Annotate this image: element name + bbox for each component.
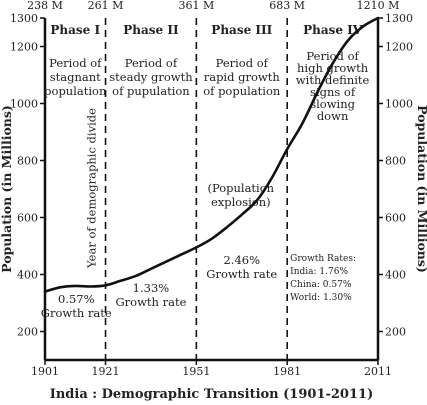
demographic-divide-label: Year of demographic divide — [85, 108, 99, 269]
phase-title: Phase I — [50, 23, 100, 37]
growth-rate-label: Growth rate — [115, 295, 186, 309]
top-value-label: 261 M — [88, 0, 124, 12]
y-tick-label-right: 600 — [385, 212, 406, 225]
y-tick-label: 400 — [17, 269, 38, 282]
population-explosion-label: explosion) — [211, 195, 271, 209]
x-tick-label: 1921 — [92, 365, 120, 378]
y-tick-label-right: 1300 — [385, 12, 413, 25]
growth-rates-line: India: 1.76% — [290, 267, 348, 277]
y-axis-title-left: Population (in Millions) — [0, 105, 14, 273]
phase-description-line: down — [317, 109, 349, 123]
phase-title: Phase IV — [303, 23, 363, 37]
y-tick-label: 600 — [17, 212, 38, 225]
x-tick-label: 1951 — [182, 365, 210, 378]
growth-rate-label: Growth rate — [206, 267, 277, 281]
phase-description-line: population — [44, 84, 107, 98]
y-axis-title-right: Population (in Millions) — [415, 105, 427, 273]
population-line — [43, 16, 380, 293]
y-tick-label-right: 200 — [385, 326, 406, 339]
phase-description-line: rapid growth — [204, 70, 281, 84]
top-value-label: 361 M — [178, 0, 214, 12]
growth-rates-line: Growth Rates: — [290, 254, 356, 264]
phase-dividers — [104, 18, 288, 360]
x-tick-label: 2011 — [364, 365, 392, 378]
phase-description-line: steady growth — [109, 70, 193, 84]
y-tick-label: 800 — [17, 155, 38, 168]
phase-description-line: Period of — [306, 49, 359, 63]
y-tick-label-right: 400 — [385, 269, 406, 282]
population-explosion-label: (Population — [207, 181, 274, 195]
phase-title: Phase II — [123, 23, 179, 37]
top-value-label: 683 M — [269, 0, 305, 12]
growth-rate-value: 0.57% — [58, 292, 95, 306]
population-series — [43, 16, 380, 293]
growth-rates-line: World: 1.30% — [290, 293, 352, 303]
phase-description-line: signs of — [310, 85, 356, 99]
y-tick-label: 1300 — [10, 12, 38, 25]
phase-description-line: of population — [203, 84, 281, 98]
y-tick-label: 1000 — [10, 98, 38, 111]
y-tick-label-right: 1200 — [385, 41, 413, 54]
top-value-label: 1210 M — [357, 0, 400, 12]
y-tick-label: 1200 — [10, 41, 38, 54]
phase-description-line: slowing — [310, 97, 355, 111]
growth-rate-value: 2.46% — [223, 253, 260, 267]
x-tick-label: 1901 — [31, 365, 59, 378]
y-tick-label-right: 800 — [385, 155, 406, 168]
phase-description-line: of pupulation — [112, 84, 190, 98]
phase-description-line: Period of — [49, 56, 102, 70]
phase-description-line: Period of — [216, 56, 269, 70]
phase-description-line: stagnant — [50, 70, 101, 84]
chart-title: India : Demographic Transition (1901-201… — [50, 387, 373, 402]
growth-rate-value: 1.33% — [133, 281, 170, 295]
phase-title: Phase III — [211, 23, 272, 37]
x-tick-label: 1981 — [273, 365, 301, 378]
y-tick-label-right: 1000 — [385, 98, 413, 111]
phase-description-line: high growth — [297, 61, 369, 75]
top-value-label: 238 M — [27, 0, 63, 12]
y-tick-label: 200 — [17, 326, 38, 339]
axes — [40, 17, 383, 365]
growth-rate-label: Growth rate — [41, 306, 112, 320]
phase-description-line: Period of — [125, 56, 178, 70]
phase-description-line: with definite — [296, 73, 370, 87]
growth-rates-line: China: 0.57% — [290, 280, 352, 290]
